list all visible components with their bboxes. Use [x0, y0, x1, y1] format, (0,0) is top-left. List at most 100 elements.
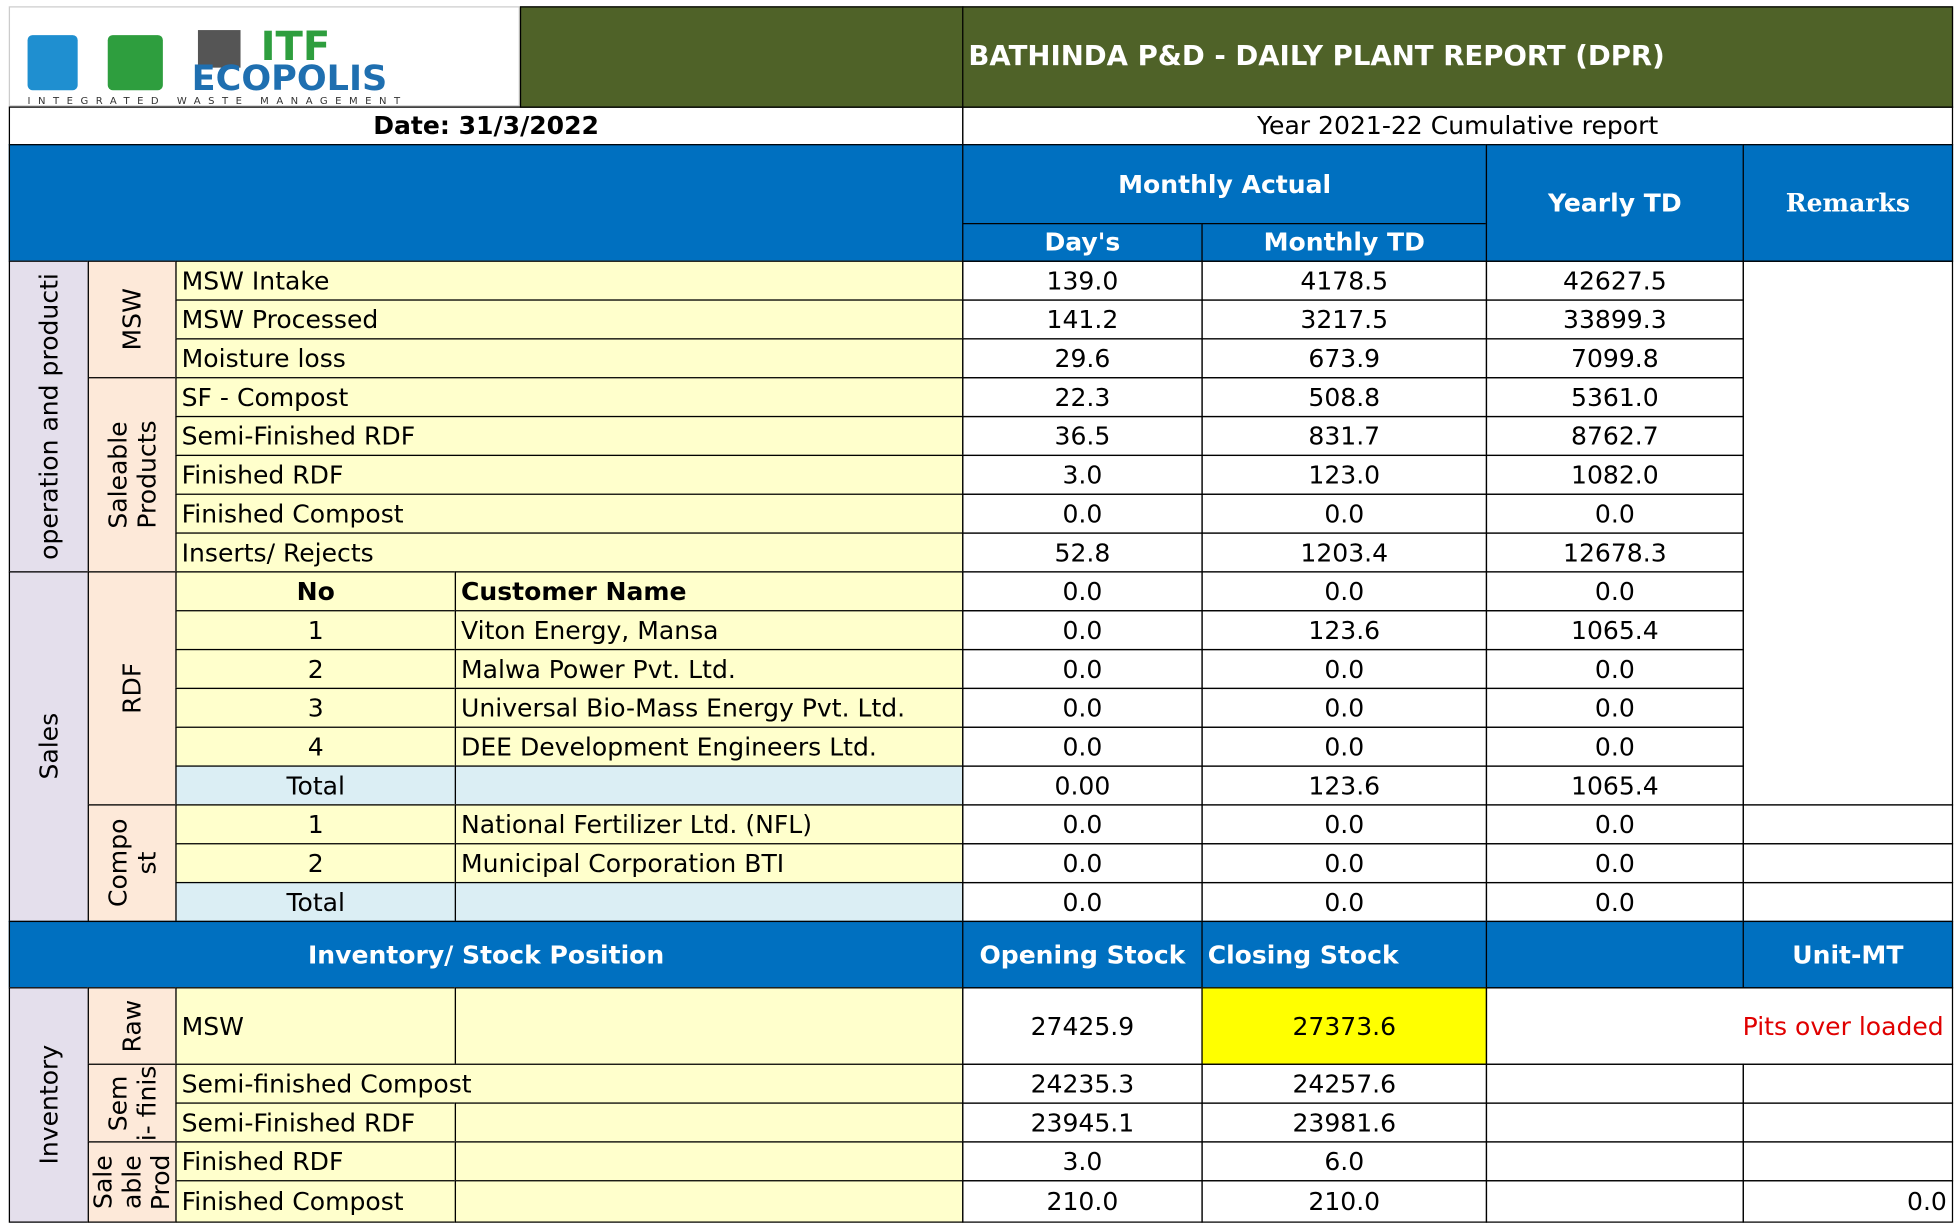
value-cell: 3.0 — [962, 454, 1203, 495]
value-cell: 123.6 — [1201, 765, 1488, 806]
row-label: MSW Intake — [175, 260, 964, 301]
remarks-cell — [1742, 1141, 1954, 1182]
remark-text: Pits over loaded — [1485, 987, 1954, 1065]
column-header: Monthly Actual — [962, 144, 1488, 225]
value-cell: 52.8 — [962, 532, 1203, 573]
total-blank — [454, 765, 964, 806]
value-cell: 0.0 — [962, 726, 1203, 767]
row-blank — [454, 1141, 964, 1182]
value-cell: 33899.3 — [1485, 299, 1744, 340]
row-label: Finished Compost — [175, 1180, 457, 1223]
value-cell: 0.0 — [962, 843, 1203, 884]
row-cell: 2 — [175, 843, 457, 884]
value-cell: 36.5 — [962, 415, 1203, 457]
value-cell: 4178.5 — [1201, 260, 1488, 301]
value-cell: 123.6 — [1201, 610, 1488, 651]
building-icon — [197, 30, 241, 68]
value-cell: 0.0 — [962, 493, 1203, 534]
row-cell: Customer Name — [454, 571, 964, 612]
value-cell: 0.0 — [962, 648, 1203, 690]
report-date: Date: 31/3/2022 — [8, 106, 964, 146]
row-cell: 1 — [175, 804, 457, 845]
value-cell: 27373.6 — [1201, 987, 1488, 1065]
value-cell: 0.0 — [1485, 493, 1744, 534]
value-cell: 3.0 — [962, 1141, 1203, 1182]
row-label: Inserts/ Rejects — [175, 532, 964, 573]
remarks-cell — [1742, 843, 1954, 884]
logo-brand: ITF — [261, 24, 331, 70]
remarks-cell — [1742, 881, 1954, 923]
column-header: Monthly TD — [1201, 222, 1488, 262]
value-cell: 23981.6 — [1201, 1102, 1488, 1143]
value-cell: 210.0 — [1201, 1180, 1488, 1223]
column-header: Remarks — [1742, 144, 1954, 262]
value-cell: 1082.0 — [1485, 454, 1744, 495]
header-band — [519, 6, 964, 108]
value-cell: 8762.7 — [1485, 415, 1744, 457]
header-blank — [1485, 920, 1744, 989]
cumulative-label: Year 2021-22 Cumulative report — [962, 106, 1954, 146]
header-blank — [8, 144, 964, 262]
value-cell: 139.0 — [962, 260, 1203, 301]
value-cell: 0.0 — [962, 571, 1203, 612]
column-header: Unit-MT — [1742, 920, 1954, 989]
value-cell: 0.0 — [1201, 843, 1488, 884]
row-label: Finished RDF — [175, 1141, 457, 1182]
value-cell: 1065.4 — [1485, 765, 1744, 806]
column-header: Opening Stock — [962, 920, 1203, 989]
row-label: Semi-Finished RDF — [175, 415, 964, 457]
subgroup-label: RDF — [87, 571, 177, 806]
row-cell: No — [175, 571, 457, 612]
logo-brand: ECOPOLIS — [192, 58, 388, 99]
value-cell: 5361.0 — [1485, 377, 1744, 418]
column-header: Day's — [962, 222, 1203, 262]
value-cell: 210.0 — [962, 1180, 1203, 1223]
bin-icon — [27, 35, 78, 91]
row-label: Semi-Finished RDF — [175, 1102, 457, 1143]
total-label: Total — [175, 881, 457, 923]
subgroup-label: Sale able Prod — [87, 1141, 177, 1223]
row-label: SF - Compost — [175, 377, 964, 418]
value-cell: 0.0 — [1485, 843, 1744, 884]
value-cell: 27425.9 — [962, 987, 1203, 1065]
row-label: Finished Compost — [175, 493, 964, 534]
value-cell: 0.0 — [1201, 493, 1488, 534]
value-cell: 123.0 — [1201, 454, 1488, 495]
value-cell: 0.0 — [1485, 648, 1744, 690]
value-cell: 1203.4 — [1201, 532, 1488, 573]
value-cell: 0.0 — [1201, 648, 1488, 690]
value-cell: 1065.4 — [1485, 610, 1744, 651]
group-label: Inventory — [8, 987, 89, 1223]
row-cell: Municipal Corporation BTI — [454, 843, 964, 884]
row-cell: 2 — [175, 648, 457, 690]
group-label: Sales — [8, 571, 89, 923]
subgroup-label: Sem i- finis — [87, 1063, 177, 1143]
value-cell: 12678.3 — [1485, 532, 1744, 573]
row-cell: Universal Bio-Mass Energy Pvt. Ltd. — [454, 687, 964, 728]
remarks-blank — [1742, 260, 1954, 806]
value-cell: 0.00 — [962, 765, 1203, 806]
value-cell: 508.8 — [1201, 377, 1488, 418]
subgroup-label: Raw — [87, 987, 177, 1065]
row-cell: 4 — [175, 726, 457, 767]
row-cell: 3 — [175, 687, 457, 728]
value-cell: 23945.1 — [962, 1102, 1203, 1143]
value-cell: 0.0 — [1485, 881, 1744, 923]
value-cell: 6.0 — [1201, 1141, 1488, 1182]
total-label: Total — [175, 765, 457, 806]
row-blank — [454, 1102, 964, 1143]
value-cell: 141.2 — [962, 299, 1203, 340]
bin-icon — [107, 35, 163, 91]
value-cell: 0.0 — [1201, 726, 1488, 767]
subgroup-label: Saleable Products — [87, 377, 177, 573]
value-cell: 0.0 — [1485, 726, 1744, 767]
value-cell: 22.3 — [962, 377, 1203, 418]
section-header: Inventory/ Stock Position — [8, 920, 964, 989]
value-cell: 673.9 — [1201, 338, 1488, 379]
value-cell: 831.7 — [1201, 415, 1488, 457]
row-blank — [454, 1180, 964, 1223]
value-cell: 24257.6 — [1201, 1063, 1488, 1104]
value-cell: 24235.3 — [962, 1063, 1203, 1104]
row-cell: Viton Energy, Mansa — [454, 610, 964, 651]
row-label: Finished RDF — [175, 454, 964, 495]
